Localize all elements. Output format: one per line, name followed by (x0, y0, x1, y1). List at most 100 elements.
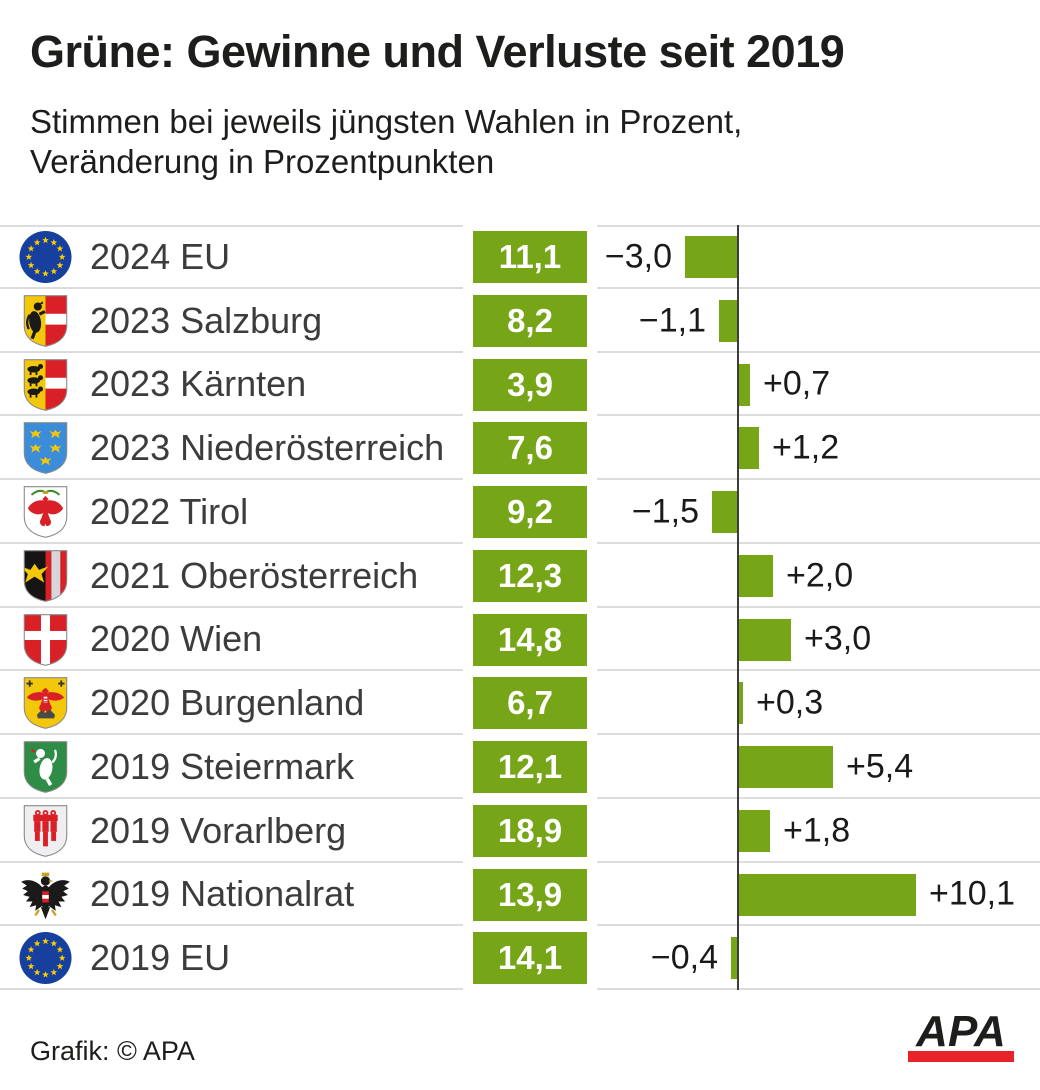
row-divider-right (597, 669, 1040, 672)
value-box: 3,9 (473, 358, 587, 411)
change-label: +2,0 (786, 556, 854, 595)
kaernten-coat-of-arms-icon (18, 357, 73, 413)
niederoesterreich-coat-of-arms-icon (18, 420, 73, 476)
row-label: 2019 EU (90, 937, 231, 979)
change-bar (731, 937, 738, 980)
row-divider-left (0, 988, 463, 990)
value-box: 6,7 (473, 677, 587, 730)
row-divider-left (0, 286, 463, 289)
value-label: 12,1 (497, 748, 563, 785)
row-label: 2023 Niederösterreich (90, 427, 445, 469)
row-divider-left (0, 414, 463, 417)
value-label: 14,8 (497, 620, 563, 658)
apa-logo-text: APA (916, 1007, 1006, 1056)
value-label: 8,2 (507, 301, 553, 339)
value-label: 6,7 (507, 684, 553, 722)
value-label: 13,9 (497, 875, 563, 913)
change-label: −3,0 (604, 237, 672, 276)
table-row: 2019 Nationalrat 13,9 +10,1 (0, 863, 1040, 927)
value-box: 11,1 (473, 231, 587, 283)
value-box: 18,9 (473, 804, 587, 857)
row-label: 2022 Tirol (90, 490, 249, 532)
value-box: 8,2 (473, 294, 587, 347)
change-bar (738, 427, 759, 470)
table-row: 2021 Oberösterreich 12,3 +2,0 (0, 544, 1040, 608)
row-divider-left (0, 733, 463, 735)
change-bar (685, 236, 738, 278)
table-row: 2022 Tirol 9,2 −1,5 (0, 480, 1040, 544)
change-label: +1,8 (783, 811, 851, 850)
row-divider-right (597, 605, 1040, 608)
row-divider-right (597, 286, 1040, 289)
subtitle: Stimmen bei jeweils jüngsten Wahlen in P… (30, 102, 742, 181)
row-divider-left (0, 796, 463, 799)
change-bar (712, 491, 738, 533)
value-label: 18,9 (497, 811, 563, 849)
change-bar (738, 554, 773, 597)
change-label: +5,4 (846, 747, 914, 786)
change-bar (738, 746, 833, 788)
vorarlberg-coat-of-arms-icon (18, 803, 73, 859)
chart-table: 2024 EU 11,1 −3,0 2023 Salzburg 8,2 −1,1 (0, 225, 1040, 990)
apa-logo-red-bar (908, 1051, 1014, 1062)
change-label: +1,2 (772, 428, 840, 467)
change-bar (738, 873, 916, 916)
row-label: 2024 EU (90, 235, 231, 277)
value-label: 7,6 (507, 429, 553, 467)
eu-flag-icon (18, 930, 73, 986)
row-label: 2019 Vorarlberg (90, 809, 347, 851)
value-label: 12,3 (497, 556, 563, 594)
subtitle-line-1: Stimmen bei jeweils jüngsten Wahlen in P… (30, 103, 743, 140)
tirol-coat-of-arms-icon (18, 484, 73, 540)
row-label: 2019 Steiermark (90, 745, 355, 787)
row-divider-left (0, 350, 463, 353)
row-divider-right (597, 414, 1040, 417)
row-divider-left (0, 669, 463, 672)
row-divider-right (597, 541, 1040, 544)
row-divider-right (597, 860, 1040, 863)
change-bar (738, 618, 791, 661)
eu-flag-icon (18, 229, 73, 285)
value-box: 13,9 (473, 868, 587, 921)
row-label: 2023 Salzburg (90, 299, 323, 341)
row-divider-left (0, 541, 463, 544)
wien-coat-of-arms-icon (18, 612, 73, 668)
zero-axis-line (737, 225, 739, 990)
row-label: 2023 Kärnten (90, 363, 307, 405)
table-row: 2023 Niederösterreich 7,6 +1,2 (0, 416, 1040, 480)
change-bar (738, 682, 743, 725)
row-divider-left (0, 860, 463, 863)
table-top-divider-left (0, 225, 463, 227)
table-top-divider-right (597, 225, 1040, 227)
page-title: Grüne: Gewinne und Verluste seit 2019 (30, 26, 845, 77)
value-box: 9,2 (473, 486, 587, 538)
row-label: 2019 Nationalrat (90, 873, 355, 915)
row-label: 2020 Wien (90, 618, 263, 660)
table-row: 2024 EU 11,1 −3,0 (0, 225, 1040, 289)
change-bar (719, 299, 738, 342)
table-row: 2020 Wien 14,8 +3,0 (0, 608, 1040, 672)
table-row: 2023 Salzburg 8,2 −1,1 (0, 289, 1040, 353)
row-divider-left (0, 605, 463, 608)
table-row: 2019 EU 14,1 −0,4 (0, 926, 1040, 990)
burgenland-coat-of-arms-icon (18, 675, 73, 731)
change-label: −0,4 (650, 938, 718, 977)
value-box: 12,3 (473, 549, 587, 602)
change-label: −1,1 (638, 301, 706, 340)
credit-text: Grafik: © APA (30, 1036, 195, 1066)
salzburg-coat-of-arms-icon (18, 293, 73, 349)
row-divider-right (597, 350, 1040, 353)
table-row: 2019 Steiermark 12,1 +5,4 (0, 735, 1040, 799)
row-divider-right (597, 924, 1040, 927)
row-divider-right (597, 478, 1040, 480)
subtitle-line-2: Veränderung in Prozentpunkten (30, 142, 495, 180)
change-label: +0,7 (763, 364, 831, 403)
change-label: +10,1 (929, 874, 1016, 913)
row-label: 2021 Oberösterreich (90, 554, 419, 596)
apa-logo: APA (908, 1010, 1014, 1064)
row-label: 2020 Burgenland (90, 682, 365, 724)
steiermark-coat-of-arms-icon (18, 739, 73, 795)
row-divider-left (0, 924, 463, 927)
oberoesterreich-coat-of-arms-icon (18, 548, 73, 604)
